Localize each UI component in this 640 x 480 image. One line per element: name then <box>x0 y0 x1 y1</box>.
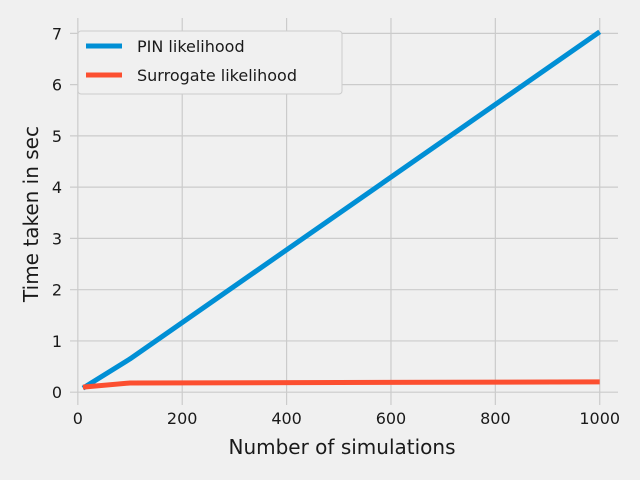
y-tick-label-2: 2 <box>52 281 62 300</box>
y-tick-labels: 0 1 2 3 4 5 6 7 <box>52 24 62 402</box>
x-axis-title: Number of simulations <box>228 435 455 459</box>
x-tick-label-0: 0 <box>73 409 83 428</box>
x-tick-label-600: 600 <box>376 409 407 428</box>
series-line-surrogate-likelihood <box>82 379 600 390</box>
legend: PIN likelihood Surrogate likelihood <box>77 30 343 95</box>
x-tick-labels: 0 200 400 600 800 1000 <box>73 409 620 428</box>
legend-box <box>77 30 343 95</box>
series-line-pin-likelihood <box>81 29 602 391</box>
y-tick-label-4: 4 <box>52 178 62 197</box>
y-tick-label-7: 7 <box>52 24 62 43</box>
series-lines <box>81 29 602 391</box>
y-tick-label-1: 1 <box>52 332 62 351</box>
x-tick-label-400: 400 <box>271 409 302 428</box>
legend-label-pin-likelihood: PIN likelihood <box>137 37 245 56</box>
x-tick-label-1000: 1000 <box>579 409 620 428</box>
y-tick-label-5: 5 <box>52 127 62 146</box>
x-tick-label-200: 200 <box>167 409 198 428</box>
y-axis-title: Time taken in sec <box>19 126 43 303</box>
y-tick-label-0: 0 <box>52 383 62 402</box>
y-tick-label-3: 3 <box>52 229 62 248</box>
x-tick-label-800: 800 <box>480 409 511 428</box>
legend-label-surrogate-likelihood: Surrogate likelihood <box>137 66 297 85</box>
y-tick-label-6: 6 <box>52 76 62 95</box>
